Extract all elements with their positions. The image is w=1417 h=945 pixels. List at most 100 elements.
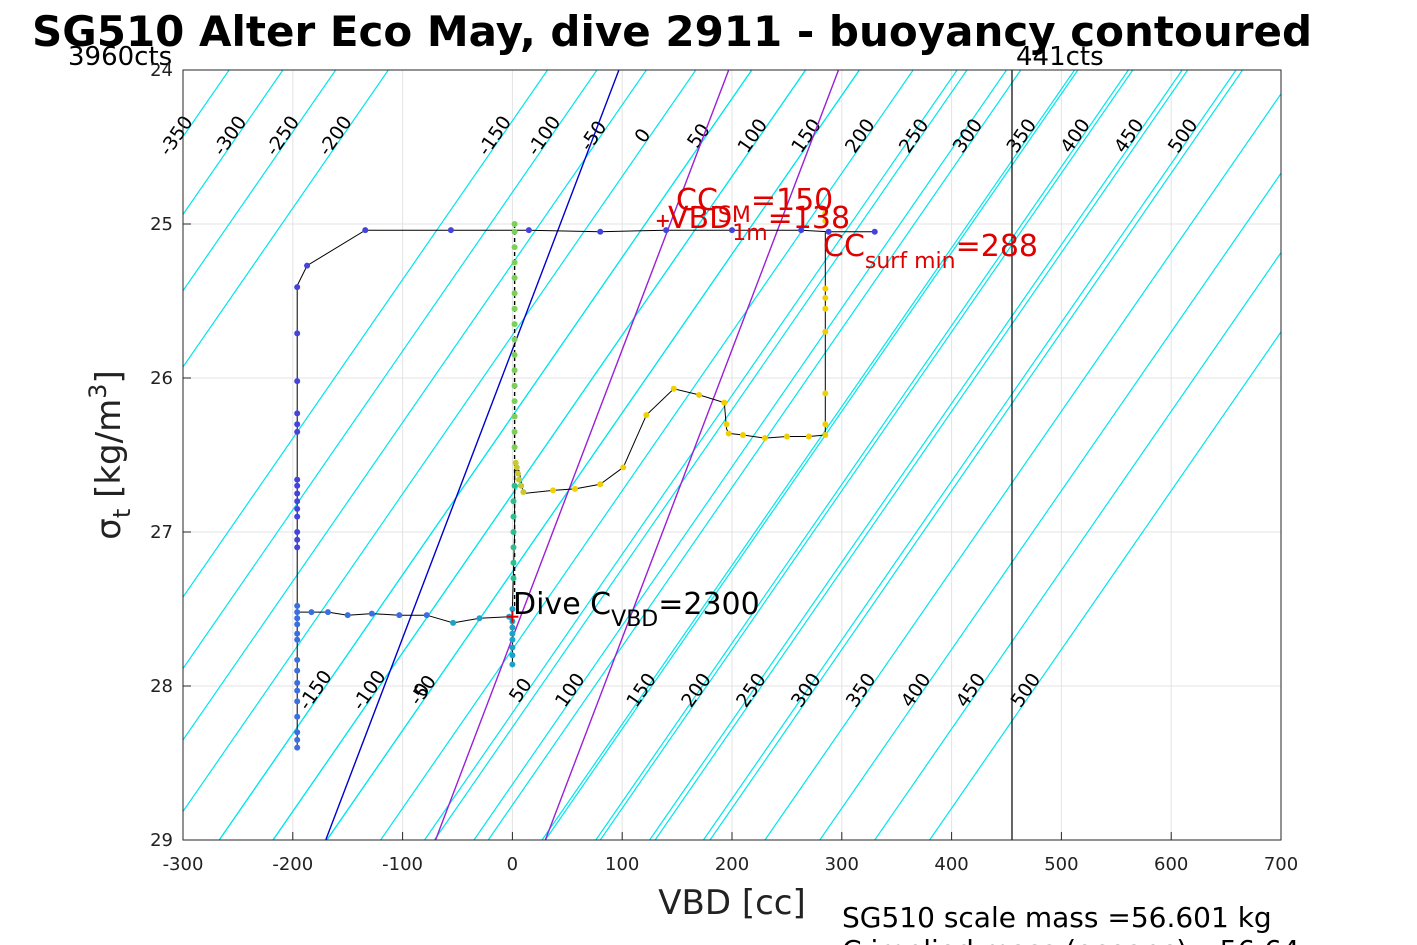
point-ascent-mid <box>511 482 518 489</box>
footer-line-1: SG510 scale mass =56.601 kg <box>842 901 1272 934</box>
point-deep-turn <box>509 606 516 612</box>
x-tick-label: -200 <box>272 854 313 875</box>
point-ascent-upper <box>511 367 518 374</box>
contour-line-lower <box>473 70 1007 840</box>
point-deep-turn <box>509 644 516 651</box>
data-points <box>294 210 878 751</box>
contour-line-upper <box>183 70 337 292</box>
contour-line-upper <box>649 70 1183 840</box>
contour-label-upper: -350 <box>155 112 198 160</box>
point-ascent-mid <box>510 575 517 582</box>
point-ascent-upper <box>511 351 518 358</box>
contour-label-upper: 150 <box>787 115 826 157</box>
point-descent-top <box>294 505 301 512</box>
point-ascent-upper <box>511 444 518 451</box>
point-descent-bottom <box>294 621 301 628</box>
point-descent-top <box>729 227 735 234</box>
ccsurf-main: CC <box>823 229 865 264</box>
contour-line-upper <box>380 70 914 840</box>
point-descent-bottom <box>294 744 301 751</box>
point-descent-top <box>663 227 670 234</box>
point-descent-bottom <box>368 610 375 617</box>
point-descent-top <box>294 490 301 497</box>
point-ascent-lower <box>513 464 520 471</box>
contour-label-upper: 400 <box>1056 115 1095 157</box>
contour-label-upper: 200 <box>841 115 880 157</box>
contour-label-upper: 350 <box>1002 115 1041 157</box>
marker-vbd-1m <box>656 214 669 227</box>
contour-label-lower: 100 <box>551 669 590 711</box>
point-deep-turn <box>509 661 516 668</box>
point-surface-approach <box>822 210 829 217</box>
point-descent-top <box>294 378 301 385</box>
point-descent-bottom <box>294 736 301 743</box>
contour-label-upper: -150 <box>473 112 516 160</box>
contour-line-upper <box>183 70 389 368</box>
right-cts-label: 441cts <box>1016 42 1104 72</box>
y-label-rest: [kg/m <box>89 399 129 509</box>
point-ascent-mid <box>510 559 517 566</box>
point-ascent-upper <box>511 382 518 389</box>
point-descent-bottom <box>294 667 301 674</box>
point-surface-approach <box>822 285 829 292</box>
point-deep-turn <box>476 615 483 622</box>
point-ascent-upper <box>511 413 518 420</box>
point-descent-top <box>304 262 311 269</box>
contour-line-lower <box>599 70 1134 840</box>
point-descent-bottom <box>294 656 301 663</box>
point-ascent-upper <box>511 305 518 312</box>
point-descent-bottom <box>396 612 403 619</box>
contour-label-lower: 300 <box>787 669 826 711</box>
ccsurf-val: =288 <box>956 229 1038 264</box>
point-surface-approach <box>721 399 728 406</box>
point-descent-top <box>294 513 301 520</box>
contour-line-lower <box>929 330 1281 840</box>
point-surface-approach <box>783 433 790 440</box>
point-descent-top <box>871 228 878 235</box>
cc-main: CC <box>676 183 718 218</box>
y-tick-label: 26 <box>150 368 173 389</box>
point-surface-approach <box>670 385 677 392</box>
x-tick-label: -300 <box>163 854 204 875</box>
x-tick-label: 500 <box>1044 854 1078 875</box>
point-surface-approach <box>696 391 703 398</box>
point-deep-turn <box>509 652 516 659</box>
point-descent-top <box>294 544 301 551</box>
contour-label-upper: -200 <box>314 112 357 160</box>
x-tick-label: 400 <box>934 854 968 875</box>
point-descent-bottom <box>294 729 301 736</box>
contour-label-lower: 250 <box>732 669 771 711</box>
dive-val: =2300 <box>658 587 759 622</box>
contour-label-lower: 350 <box>842 669 881 711</box>
contour-line-lower <box>654 70 1189 840</box>
point-surface-approach <box>739 431 746 438</box>
point-descent-top <box>447 227 454 234</box>
point-surface-approach <box>725 430 732 437</box>
contour-line-upper <box>541 70 1076 840</box>
point-deep-turn <box>509 630 516 637</box>
point-descent-top <box>825 228 832 235</box>
point-descent-bottom <box>294 615 301 622</box>
y-label-end: ] <box>89 370 129 383</box>
point-ascent-upper <box>511 221 518 227</box>
contour-line-upper <box>183 70 598 670</box>
point-ascent-lower <box>512 459 519 466</box>
highlight-contour-100 <box>434 70 730 840</box>
cc-val: =150 <box>751 183 833 218</box>
contour-label-upper: 300 <box>949 115 988 157</box>
point-surface-approach <box>571 485 578 492</box>
trajectory-line <box>296 224 875 748</box>
point-ascent-mid <box>510 498 517 505</box>
point-descent-bottom <box>294 679 301 686</box>
contour-line-lower <box>326 70 860 840</box>
contour-line-lower <box>544 70 1079 840</box>
x-tick-label: -100 <box>382 854 423 875</box>
point-descent-bottom <box>324 609 331 616</box>
x-tick-label: 100 <box>605 854 639 875</box>
contour-line-upper <box>433 70 968 840</box>
point-ascent-upper <box>511 244 518 251</box>
point-descent-bottom <box>294 630 301 637</box>
grid <box>182 69 1282 841</box>
marker-dive-cvbd <box>506 610 519 623</box>
point-descent-bottom <box>294 698 301 705</box>
